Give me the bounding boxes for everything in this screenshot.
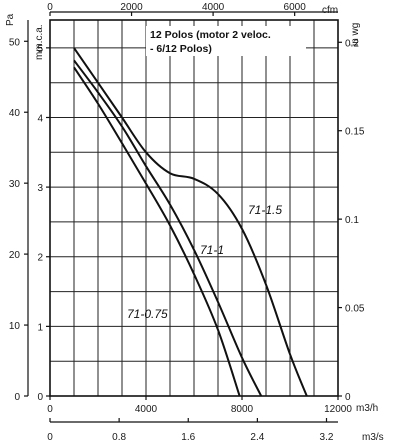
unit-label-pa: Pa (5, 13, 16, 26)
curve-label-71-1: 71-1 (200, 243, 224, 257)
tick-label-cfm-3: 6000 (284, 2, 307, 13)
unit-label-mmca: mm.c.a. (34, 24, 45, 60)
tick-label-inwg-3: 0.15 (345, 127, 365, 138)
tick-label-m3h-3: 12000 (324, 404, 352, 415)
tick-label-cfm-0: 0 (47, 2, 53, 13)
curve-71-1-5 (73, 47, 308, 397)
tick-label-pa-2: 20 (9, 250, 21, 261)
tick-label-m3s-0: 0 (47, 432, 53, 443)
curve-label-71-0.75: 71-0.75 (127, 307, 168, 321)
tick-label-inwg-0: 0 (345, 392, 351, 403)
tick-label-mmca-5: 5 (37, 44, 43, 55)
tick-label-mmca-4: 4 (37, 113, 43, 124)
tick-label-pa-3: 30 (9, 179, 21, 190)
tick-label-m3s-1: 0.8 (112, 432, 126, 443)
tick-label-inwg-1: 0.05 (345, 304, 365, 315)
tick-label-m3h-0: 0 (47, 404, 53, 415)
tick-label-m3s-3: 2.4 (250, 432, 264, 443)
performance-curves (73, 47, 308, 397)
tick-label-inwg-2: 0.1 (345, 215, 359, 226)
tick-label-inwg-4: 0.2 (345, 38, 359, 49)
chart-title-line-1: 12 Polos (motor 2 veloc. (150, 29, 271, 41)
tick-label-mmca-2: 2 (37, 253, 43, 264)
tick-label-mmca-0: 0 (37, 392, 43, 403)
curve-71-1 (73, 59, 263, 397)
tick-label-m3h-1: 4000 (135, 404, 158, 415)
tick-label-pa-1: 10 (9, 321, 21, 332)
tick-label-m3s-4: 3.2 (320, 432, 334, 443)
unit-label-m3s: m3/s (362, 432, 384, 443)
tick-label-cfm-2: 4000 (202, 2, 225, 13)
unit-label-cfm: cfm (322, 5, 338, 16)
tick-label-cfm-1: 2000 (120, 2, 143, 13)
unit-label-inwg: in wg (350, 23, 361, 46)
tick-label-m3h-2: 8000 (231, 404, 254, 415)
tick-label-mmca-3: 3 (37, 183, 43, 194)
curve-71-0-75 (73, 66, 241, 397)
tick-label-pa-0: 0 (14, 392, 20, 403)
chart-title-line-2: - 6/12 Polos) (150, 43, 212, 55)
unit-label-m3h: m3/h (356, 403, 378, 414)
tick-label-pa-5: 50 (9, 37, 21, 48)
plot-frame (49, 19, 339, 397)
title-box-background (146, 26, 306, 56)
tick-label-mmca-1: 1 (37, 322, 43, 333)
tick-label-pa-4: 40 (9, 108, 21, 119)
curve-label-71-1.5: 71-1.5 (248, 203, 282, 217)
grid-lines (50, 20, 338, 396)
tick-label-m3s-2: 1.6 (181, 432, 195, 443)
